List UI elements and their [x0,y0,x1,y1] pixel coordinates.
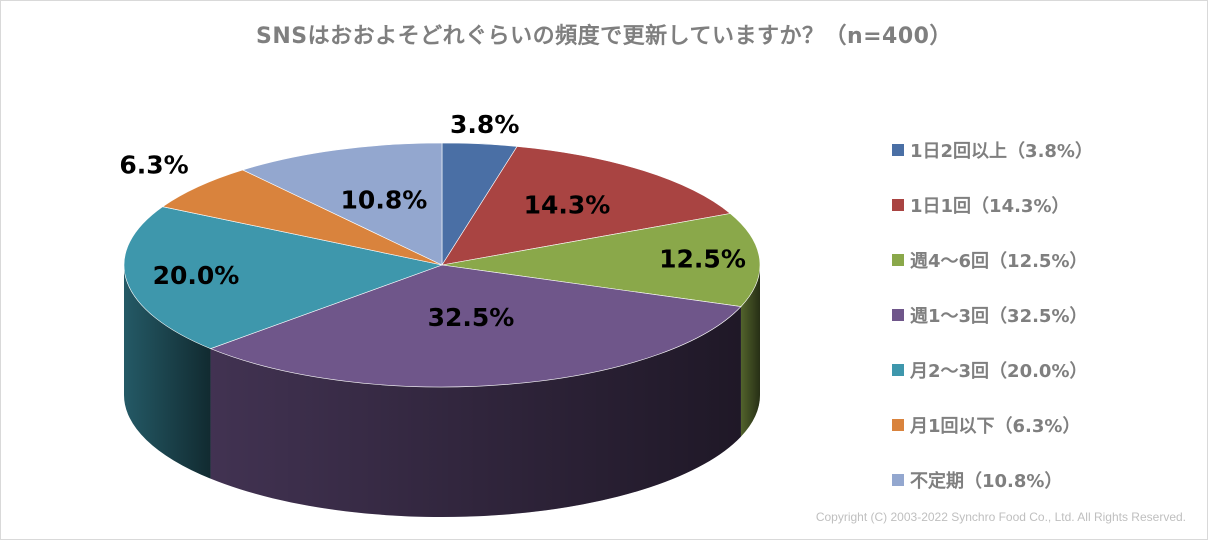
legend-label: 1日1回（14.3%） [910,195,1070,217]
legend-swatch [892,418,904,431]
legend-swatch [892,363,904,376]
pie-slices [123,142,761,388]
pie-slice-2 [441,146,731,266]
data-label-6: 6.3% [119,151,188,180]
copyright-text: Copyright (C) 2003-2022 Synchro Food Co.… [815,510,1186,524]
legend-label: 月1回以下（6.3%） [910,415,1081,437]
legend-label: 不定期（10.8%） [910,470,1063,492]
legend-swatch [892,198,904,211]
legend-item: 1日2回以上（3.8%） [892,122,1093,177]
pie-slice-side-shade-4 [210,306,741,517]
legend-item: 週4～6回（12.5%） [892,232,1093,287]
legend-item: 月1回以下（6.3%） [892,397,1093,452]
data-label-5: 20.0% [153,261,240,290]
legend-item: 週1～3回（32.5%） [892,287,1093,342]
pie-slice-3 [441,213,761,307]
legend-label: 月2～3回（20.0%） [910,360,1088,382]
pie-slice-side-shade-3 [740,265,760,437]
pie-slice-side-shade-5 [124,265,211,479]
pie-slice-5 [123,206,444,349]
data-label-1: 3.8% [450,110,519,139]
pie-slice-7 [241,142,443,266]
pie-data-labels: 3.8% 14.3% 12.5% 32.5% 20.0% 6.3% 10.8% [119,110,746,332]
legend-swatch [892,143,904,156]
legend-swatch [892,253,904,266]
legend-item: 月2～3回（20.0%） [892,342,1093,397]
legend-item: 1日1回（14.3%） [892,177,1093,232]
legend-item: 不定期（10.8%） [892,452,1093,507]
legend-label: 週1～3回（32.5%） [910,305,1088,327]
chart-title: SNSはおおよそどれぐらいの頻度で更新していますか？（n=400） [256,24,952,49]
data-label-2: 14.3% [524,191,611,220]
data-label-7: 10.8% [341,186,428,215]
data-label-3: 12.5% [659,245,746,274]
legend-swatch [892,473,904,486]
pie-sides [124,265,760,517]
pie-slice-4 [209,264,742,388]
legend: 1日2回以上（3.8%） 1日1回（14.3%） 週4～6回（12.5%） 週1～3回… [892,122,1093,507]
data-label-4: 32.5% [428,303,515,332]
legend-label: 1日2回以上（3.8%） [910,140,1093,162]
legend-swatch [892,308,904,321]
legend-label: 週4～6回（12.5%） [910,250,1088,272]
pie-slice-6 [161,169,443,266]
